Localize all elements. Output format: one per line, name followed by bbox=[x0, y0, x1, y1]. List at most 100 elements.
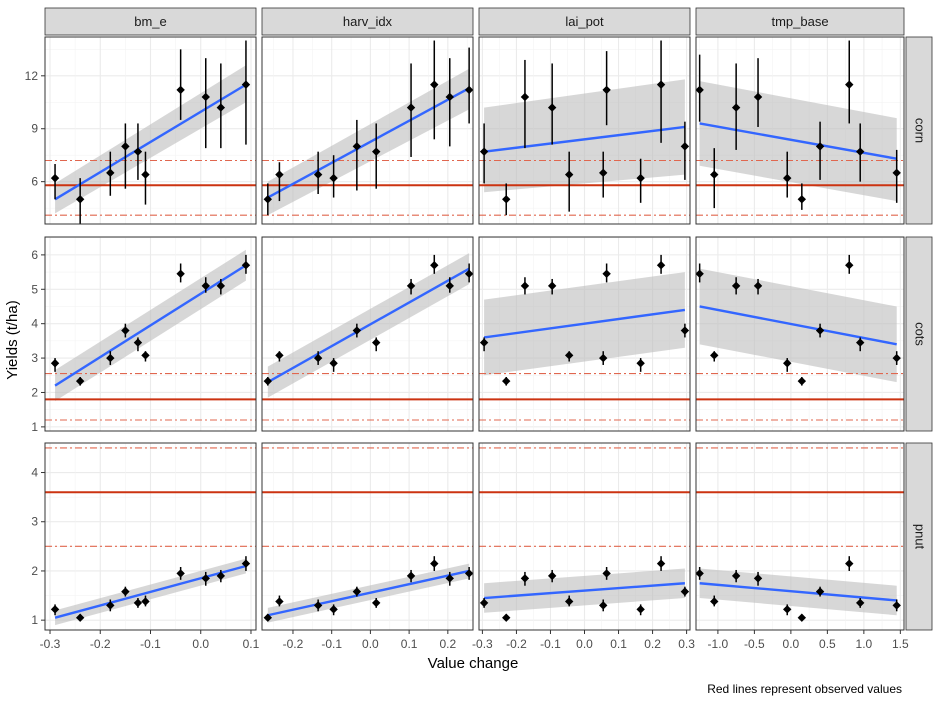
panel-border bbox=[478, 236, 691, 432]
panel-plot-area bbox=[45, 249, 256, 421]
panel-border bbox=[44, 36, 257, 225]
panel-plot-area bbox=[696, 254, 904, 421]
data-point bbox=[479, 147, 489, 156]
data-point bbox=[547, 281, 557, 291]
data-point bbox=[464, 269, 473, 279]
chart-caption: Red lines represent observed values bbox=[707, 682, 902, 696]
data-point bbox=[731, 281, 741, 291]
data-point bbox=[372, 338, 381, 347]
data-point bbox=[656, 261, 666, 270]
x-tick-label: 0.5 bbox=[819, 637, 836, 651]
facet-strip-harv_idx bbox=[261, 7, 474, 36]
trend-line bbox=[699, 582, 897, 602]
x-tick-label: 0.3 bbox=[678, 637, 695, 651]
y-tick-label: 6 bbox=[31, 248, 38, 262]
data-point bbox=[656, 559, 666, 568]
panel-corn-harv_idx bbox=[261, 36, 474, 225]
data-point bbox=[464, 569, 473, 578]
data-point bbox=[520, 574, 530, 583]
confidence-band bbox=[484, 79, 685, 193]
data-point bbox=[602, 269, 611, 279]
data-point bbox=[710, 170, 719, 179]
data-point bbox=[815, 326, 825, 335]
data-point bbox=[263, 613, 273, 622]
facet-strip-label: harv_idx bbox=[343, 14, 393, 29]
panel-pnut-tmp_base bbox=[695, 442, 905, 631]
trend-line bbox=[54, 564, 247, 619]
trend-line bbox=[267, 267, 470, 384]
data-point bbox=[430, 80, 439, 89]
data-point bbox=[856, 598, 865, 608]
panel-corn-lai_pot bbox=[478, 36, 691, 225]
x-axis-title: Value change bbox=[428, 655, 519, 672]
data-point bbox=[176, 269, 185, 279]
data-point bbox=[372, 147, 381, 156]
panel-border bbox=[478, 36, 691, 225]
data-point bbox=[815, 587, 825, 596]
data-point bbox=[313, 170, 323, 179]
data-point bbox=[783, 173, 792, 183]
panel-border bbox=[44, 236, 257, 432]
y-tick-label: 12 bbox=[25, 69, 39, 83]
data-point bbox=[216, 571, 226, 581]
data-point bbox=[731, 571, 741, 581]
x-tick-label: 0.2 bbox=[644, 637, 661, 651]
facet-strip-lai_pot bbox=[478, 7, 691, 36]
y-tick-label: 2 bbox=[31, 564, 38, 578]
panel-plot-area bbox=[696, 447, 904, 622]
data-point bbox=[106, 168, 115, 178]
y-tick-label: 3 bbox=[31, 515, 38, 529]
panel-plot-area bbox=[262, 40, 473, 216]
data-point bbox=[406, 281, 416, 291]
data-point bbox=[50, 359, 60, 368]
y-tick-label: 1 bbox=[31, 420, 38, 434]
trend-line bbox=[267, 87, 470, 199]
facet-strip-label: corn bbox=[913, 118, 928, 143]
x-tick-label: 0.2 bbox=[439, 637, 456, 651]
panel-plot-area bbox=[479, 40, 690, 216]
data-point bbox=[520, 92, 530, 102]
panel-pnut-harv_idx bbox=[261, 442, 474, 631]
facet-strip-label: tmp_base bbox=[771, 14, 828, 29]
facet-strip-cots bbox=[905, 236, 933, 432]
data-point bbox=[263, 376, 273, 386]
data-point bbox=[502, 613, 511, 622]
data-point bbox=[479, 338, 489, 347]
data-point bbox=[430, 559, 439, 568]
data-point bbox=[275, 597, 284, 606]
data-point bbox=[892, 601, 901, 610]
data-point bbox=[599, 168, 608, 178]
data-point bbox=[547, 103, 557, 112]
x-tick-label: 0.1 bbox=[243, 637, 260, 651]
data-point bbox=[696, 269, 704, 279]
data-point bbox=[141, 351, 150, 360]
data-point bbox=[680, 326, 690, 335]
trend-line bbox=[484, 582, 685, 600]
confidence-band bbox=[55, 65, 246, 214]
data-point bbox=[352, 326, 362, 335]
trend-line bbox=[483, 125, 686, 153]
data-point bbox=[564, 597, 574, 606]
x-tick-label: -1.0 bbox=[708, 637, 729, 651]
y-tick-label: 5 bbox=[31, 282, 38, 296]
data-point bbox=[241, 261, 251, 270]
x-tick-label: -0.3 bbox=[472, 637, 493, 651]
data-point bbox=[216, 103, 226, 112]
data-point bbox=[241, 559, 251, 568]
y-tick-label: 2 bbox=[31, 385, 38, 399]
data-point bbox=[75, 613, 85, 622]
trend-line bbox=[267, 569, 470, 617]
data-point bbox=[275, 351, 284, 360]
data-point bbox=[141, 170, 150, 179]
panel-plot-area bbox=[696, 40, 904, 216]
data-point bbox=[406, 571, 416, 581]
data-point bbox=[50, 605, 60, 614]
data-point bbox=[636, 359, 645, 368]
x-tick-label: -0.5 bbox=[744, 637, 765, 651]
panel-pnut-bm_e bbox=[44, 442, 257, 631]
data-point bbox=[599, 353, 608, 363]
data-point bbox=[797, 613, 807, 622]
x-tick-label: 1.5 bbox=[892, 637, 909, 651]
panel-cots-tmp_base bbox=[695, 236, 905, 432]
